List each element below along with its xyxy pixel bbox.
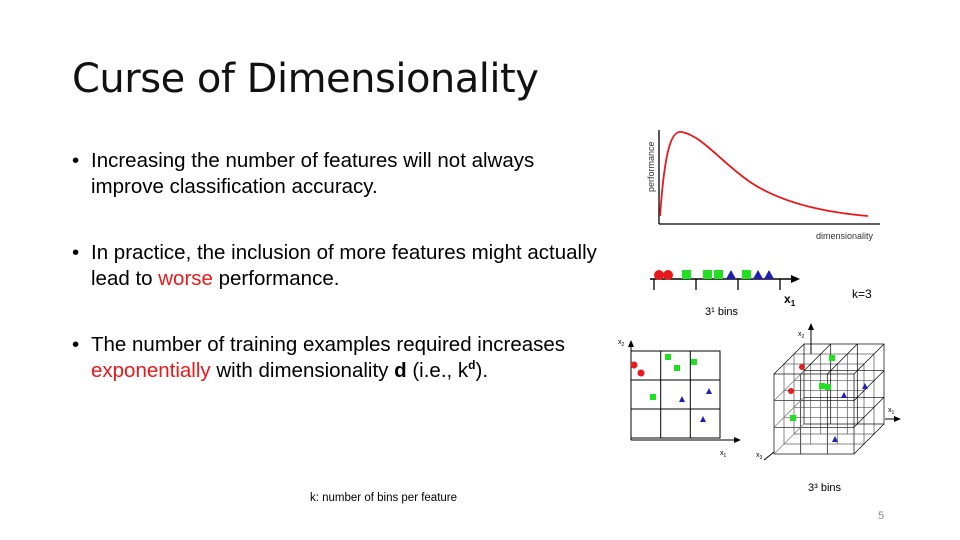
- curve-xlabel: dimensionality: [816, 231, 874, 241]
- highlight-exponentially: exponentially: [91, 359, 211, 382]
- two-d-x-label: x1: [720, 450, 727, 459]
- one-d-axis-label: x1: [784, 292, 796, 308]
- k-label: k=3: [852, 287, 872, 301]
- one-d-figure: x1: [650, 270, 800, 308]
- blue-point: [832, 436, 838, 442]
- bullet-item-1: • Increasing the number of features will…: [72, 148, 612, 200]
- green-point: [665, 354, 671, 360]
- green-point: [825, 384, 831, 390]
- blue-point: [753, 270, 763, 279]
- blue-point: [862, 383, 868, 389]
- red-point: [630, 361, 638, 369]
- bullet-text: In practice, the inclusion of more featu…: [91, 241, 597, 290]
- red-point: [637, 369, 645, 377]
- three-d-x3-label: x3: [756, 452, 763, 461]
- three-d-axis-x1-arrow: [894, 416, 901, 422]
- three-d-x1-label: x1: [888, 407, 895, 416]
- three-d-grid: [773, 343, 885, 455]
- blue-point: [764, 270, 774, 279]
- bullet-dot: •: [72, 241, 80, 264]
- two-d-y-arrow: [628, 340, 634, 347]
- superscript-d: d: [468, 358, 476, 373]
- blue-point: [841, 392, 847, 398]
- green-point: [714, 270, 723, 279]
- bullet-text: Increasing the number of features will n…: [91, 149, 535, 198]
- bullet-item-2: • In practice, the inclusion of more fea…: [72, 240, 612, 292]
- two-d-y-label: x2: [618, 339, 625, 348]
- green-point: [742, 270, 751, 279]
- highlight-worse: worse: [158, 267, 213, 290]
- two-d-grid: [630, 350, 721, 439]
- three-d-caption: 3³ bins: [808, 482, 842, 494]
- two-d-x-arrow: [734, 437, 741, 443]
- green-point: [691, 359, 697, 365]
- bullet-text: The number of training examples required…: [91, 333, 566, 356]
- green-point: [650, 394, 656, 400]
- three-d-axis-x2-arrow: [808, 323, 814, 330]
- bullet-item-3: • The number of training examples requir…: [72, 332, 612, 384]
- bullet-text-mid: with dimensionality: [210, 359, 395, 382]
- bullet-text-end: performance.: [212, 267, 340, 290]
- bold-d: d: [394, 359, 407, 382]
- green-point: [674, 365, 680, 371]
- red-point: [788, 388, 794, 394]
- blue-point: [726, 270, 736, 279]
- curve-ylabel: performance: [646, 141, 656, 192]
- bullet-list: • Increasing the number of features will…: [72, 148, 612, 424]
- performance-curve-figure: performance dimensionality: [646, 130, 880, 241]
- green-point: [819, 383, 825, 389]
- three-d-axis-x3: [763, 451, 775, 461]
- red-point: [654, 270, 664, 280]
- paren-close: ).: [475, 359, 489, 382]
- green-point: [829, 355, 835, 361]
- bullet-dot: •: [72, 149, 80, 172]
- green-point: [682, 270, 691, 279]
- one-d-caption: 3¹ bins: [705, 306, 739, 318]
- footnote: k: number of bins per feature: [310, 492, 458, 504]
- green-point: [790, 415, 796, 421]
- bullet-dot: •: [72, 333, 80, 356]
- three-d-figure: x2 x1 x3: [756, 323, 901, 461]
- green-point: [703, 270, 712, 279]
- one-d-axis-arrow: [791, 275, 800, 283]
- blue-point: [706, 388, 712, 394]
- performance-curve-line: [659, 131, 869, 217]
- blue-point: [700, 416, 706, 422]
- two-d-figure: x2 x1: [618, 339, 741, 459]
- paren-open: (i.e., k: [406, 359, 469, 382]
- red-point: [799, 364, 805, 370]
- three-d-x2-label: x2: [798, 331, 805, 340]
- slide-title: Curse of Dimensionality: [72, 56, 539, 102]
- page-number: 5: [878, 510, 885, 522]
- red-point: [663, 270, 673, 280]
- blue-point: [679, 396, 685, 402]
